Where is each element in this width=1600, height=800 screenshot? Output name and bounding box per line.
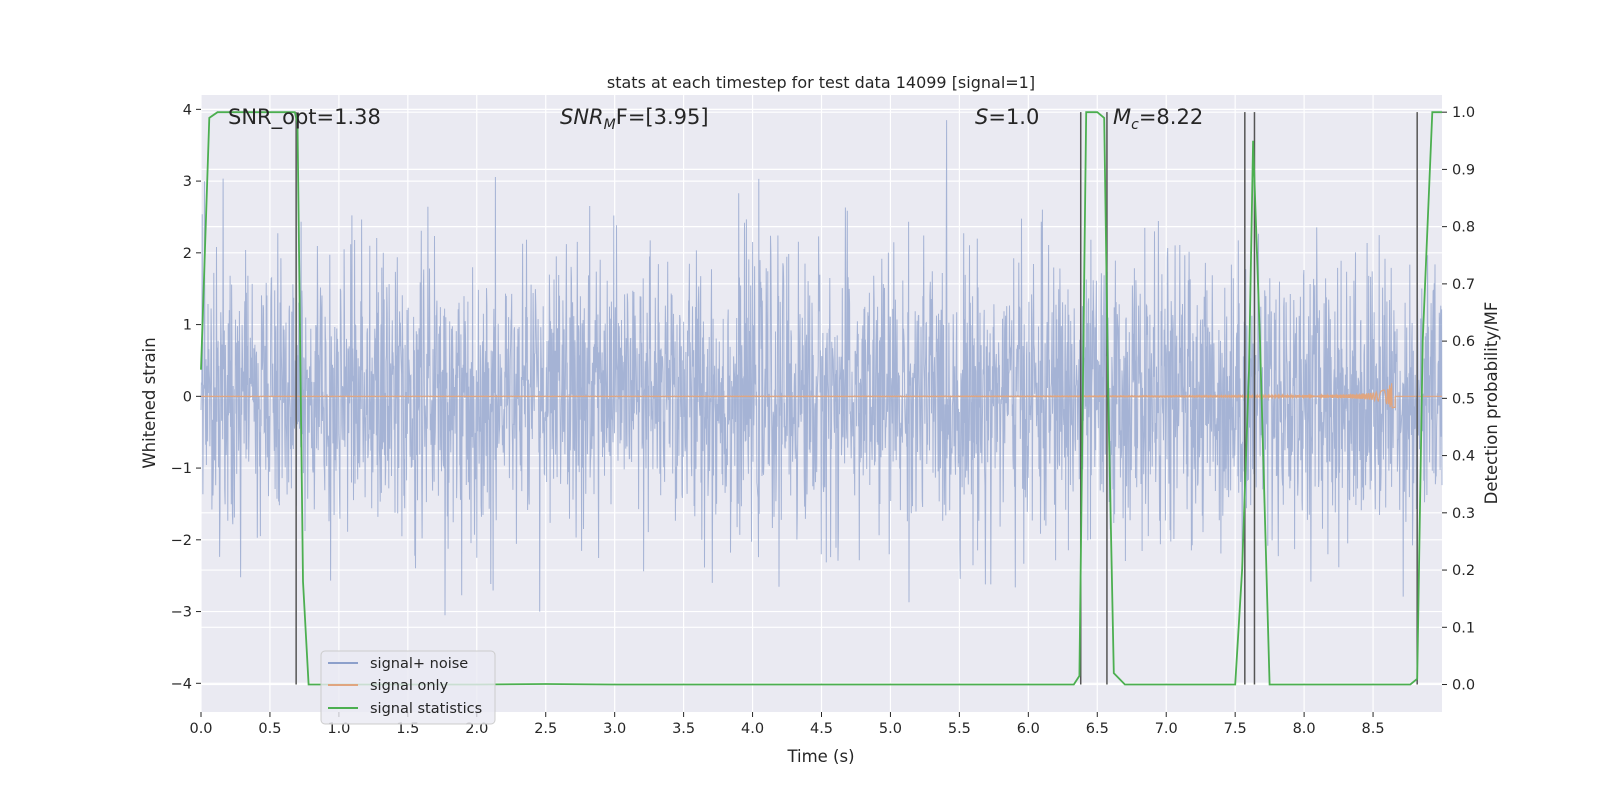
y-tick-label: −1 <box>171 461 192 477</box>
x-tick-label: 3.0 <box>603 721 626 737</box>
signal-noise-series <box>200 120 1443 616</box>
legend-frame <box>320 650 496 725</box>
x-tick-label: 5.0 <box>879 721 902 737</box>
annotation-snr-mf-rest: F=[3.95] <box>616 105 709 129</box>
annotation-snr-mf-sub: M <box>604 117 616 133</box>
y-tick-label: 4 <box>183 102 192 118</box>
annotation-mc-rest: =8.22 <box>1139 105 1203 129</box>
x-tick-label: 2.0 <box>465 721 488 737</box>
y-tick-label: 3 <box>183 174 192 190</box>
annotation-mc: Mc=8.22 <box>1113 105 1203 133</box>
x-tick-label: 4.0 <box>741 721 764 737</box>
y-tick-label: −4 <box>171 676 192 692</box>
legend-label-signal-noise: signal+ noise <box>370 656 468 672</box>
y-tick-label: −3 <box>171 605 192 621</box>
x-tick-label: 4.5 <box>810 721 833 737</box>
signal-statistics-line <box>200 111 1442 686</box>
y2-tick-label: 0.4 <box>1452 449 1475 465</box>
y2-tick-label: 0.6 <box>1452 334 1475 350</box>
x-tick-label: 3.5 <box>672 721 695 737</box>
y2-tick-label: 0.9 <box>1452 162 1475 178</box>
y2-tick-label: 0.0 <box>1452 678 1475 694</box>
annotation-s: S=1.0 <box>975 105 1039 129</box>
y-tick-label: −2 <box>171 533 192 549</box>
annotation-s-rest: =1.0 <box>988 105 1039 129</box>
chart-title: stats at each timestep for test data 140… <box>607 73 1035 92</box>
signal-noise-line <box>200 120 1443 616</box>
y-axis-label: Whitened strain <box>140 337 159 468</box>
x-axis-label: Time (s) <box>786 747 854 766</box>
y2-axis-ticks: 1.0 0.9 0.8 0.7 0.6 0.5 0.4 0.3 0.2 0.1 0.0 <box>1442 105 1475 694</box>
signal-only-line <box>200 383 1442 409</box>
x-tick-label: 8.5 <box>1362 721 1385 737</box>
signal-only-series <box>200 383 1442 409</box>
y-tick-label: 1 <box>183 318 192 334</box>
x-tick-label: 1.0 <box>327 721 350 737</box>
x-tick-label: 6.5 <box>1086 721 1109 737</box>
y-tick-label: 0 <box>183 389 192 405</box>
x-tick-label: 7.5 <box>1224 721 1247 737</box>
x-tick-label: 2.5 <box>534 721 557 737</box>
x-tick-label: 0.5 <box>258 721 281 737</box>
y2-tick-label: 0.3 <box>1452 506 1475 522</box>
x-tick-label: 0.0 <box>189 721 212 737</box>
legend-label-signal-only: signal only <box>370 678 449 694</box>
annotation-mc-sub: c <box>1131 117 1139 133</box>
annotation-snr-opt: SNR_opt=1.38 <box>228 105 381 130</box>
annotation-s-main: S <box>975 105 988 129</box>
legend: signal+ noise signal only signal statist… <box>320 650 496 725</box>
annotation-snr-mf-main: SNR <box>560 105 604 129</box>
y-tick-label: 2 <box>183 246 192 262</box>
y2-tick-label: 0.1 <box>1452 620 1475 636</box>
x-tick-label: 8.0 <box>1293 721 1316 737</box>
y2-tick-label: 0.5 <box>1452 391 1475 407</box>
x-axis-ticks: 0.0 0.5 1.0 1.5 2.0 2.5 3.0 3.5 4.0 4.5 5.0 5.5 6.0 6… <box>189 712 1385 737</box>
signal-statistics-series <box>200 111 1442 686</box>
annotation-mc-main: M <box>1113 105 1131 129</box>
x-tick-label: 5.5 <box>948 721 971 737</box>
x-tick-label: 7.0 <box>1155 721 1178 737</box>
y2-tick-label: 0.7 <box>1452 277 1475 293</box>
y2-tick-label: 0.2 <box>1452 563 1475 579</box>
annotation-snr-mf: SNRMF=[3.95] <box>560 105 709 133</box>
y2-tick-label: 1.0 <box>1452 105 1475 121</box>
x-tick-label: 6.0 <box>1017 721 1040 737</box>
legend-label-signal-statistics: signal statistics <box>370 701 482 717</box>
x-tick-label: 1.5 <box>396 721 419 737</box>
y2-axis-label: Detection probability/MF <box>1482 302 1501 505</box>
y-axis-ticks: 4 3 2 1 0 −1 −2 −3 −4 <box>171 102 201 692</box>
y2-tick-label: 0.8 <box>1452 220 1475 236</box>
